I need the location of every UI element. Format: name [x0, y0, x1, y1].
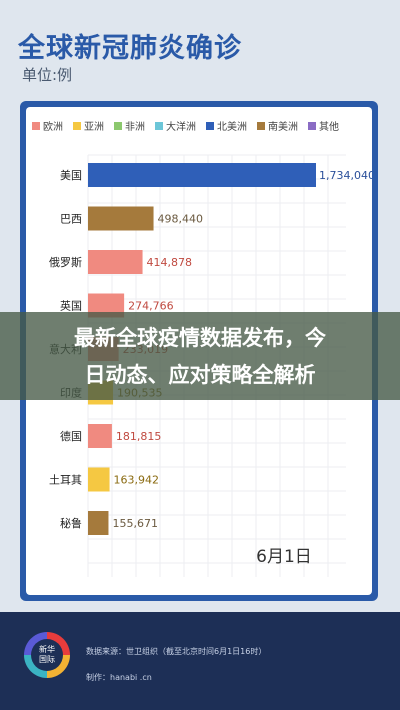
value-label: 1,734,040 [319, 169, 372, 182]
data-source: 数据来源：世卫组织（截至北京时间6月1日16时） [86, 647, 267, 656]
category-label: 巴西 [60, 213, 82, 226]
legend-swatch [32, 122, 40, 130]
category-label: 土耳其 [49, 474, 82, 487]
footer: 新华 国际 数据来源：世卫组织（截至北京时间6月1日16时） 制作：hanabi … [0, 612, 400, 710]
legend-swatch [73, 122, 81, 130]
legend-label: 其他 [319, 120, 339, 133]
headline-line-2: 日动态、应对策略全解析 [84, 363, 316, 387]
headline-line-1: 最新全球疫情数据发布，今 [74, 326, 326, 350]
bar [88, 467, 110, 492]
legend-swatch [257, 122, 265, 130]
date-label: 6月1日 [256, 547, 312, 567]
category-label: 德国 [60, 429, 82, 443]
value-label: 274,766 [128, 300, 174, 313]
legend-swatch [155, 122, 163, 130]
legend-swatch [114, 122, 122, 130]
bar [88, 206, 154, 231]
category-label: 英国 [60, 299, 82, 313]
category-label: 俄罗斯 [49, 256, 82, 269]
unit-label: 单位:例 [22, 66, 73, 84]
bar [88, 511, 109, 535]
logo-text: 新华 国际 [31, 639, 63, 671]
legend-label: 南美洲 [268, 120, 298, 133]
bar [88, 424, 112, 448]
value-label: 163,942 [114, 474, 160, 487]
category-label: 美国 [60, 169, 82, 182]
bar [88, 163, 316, 187]
value-label: 414,878 [147, 256, 193, 269]
legend-label: 亚洲 [84, 121, 104, 133]
headline-banner[interactable]: 最新全球疫情数据发布，今 日动态、应对策略全解析 [0, 312, 400, 400]
category-label: 秘鲁 [60, 516, 82, 530]
value-label: 181,815 [116, 430, 161, 443]
value-label: 155,671 [112, 517, 158, 530]
page-title: 全球新冠肺炎确诊 [18, 33, 242, 64]
legend-label: 非洲 [125, 121, 145, 133]
xinhua-logo-icon: 新华 国际 [24, 632, 70, 678]
legend-swatch [206, 122, 214, 130]
value-label: 498,440 [158, 213, 204, 226]
legend-swatch [308, 122, 316, 130]
legend-label: 欧洲 [43, 121, 63, 133]
legend-label: 大洋洲 [166, 120, 196, 133]
bar [88, 250, 143, 274]
legend-label: 北美洲 [217, 120, 247, 133]
producer-credit: 制作：hanabi .cn [86, 673, 152, 682]
